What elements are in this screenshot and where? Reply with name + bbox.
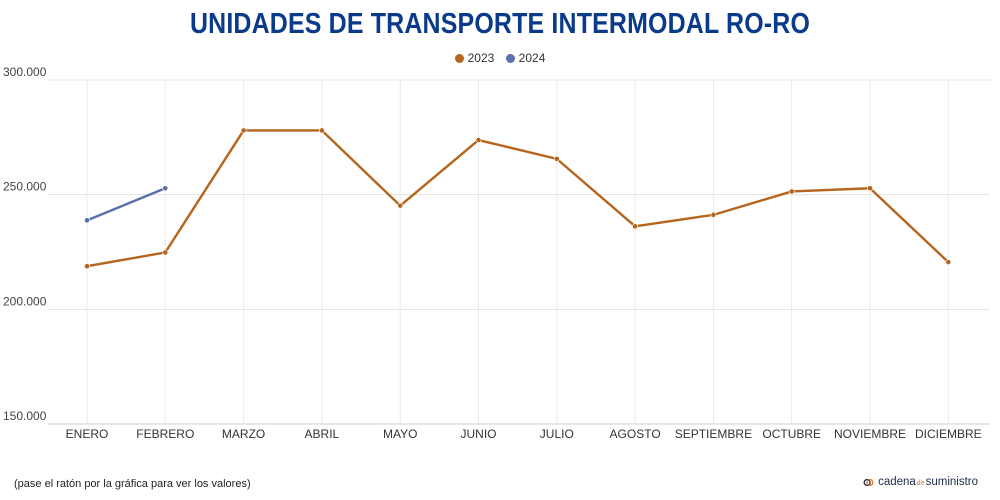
brand-text-part2: de — [916, 479, 925, 487]
chain-link-icon — [863, 478, 874, 486]
data-point-2023[interactable] — [945, 259, 952, 265]
legend-item-2024[interactable]: 2024 — [505, 51, 546, 65]
x-tick-label: MAYO — [383, 427, 417, 441]
data-point-2023[interactable] — [162, 249, 169, 256]
series-line-2024[interactable] — [86, 187, 166, 222]
x-tick-label: MARZO — [222, 427, 265, 441]
x-tick-label: DICIEMBRE — [915, 427, 982, 441]
series-line-2023[interactable] — [86, 129, 950, 268]
data-point-2024[interactable] — [84, 217, 90, 224]
x-tick-label: NOVIEMBRE — [834, 427, 906, 441]
data-point-2023[interactable] — [397, 202, 404, 209]
legend-item-2023[interactable]: 2023 — [454, 51, 495, 65]
y-tick-label: 300.000 — [3, 65, 47, 79]
data-point-2023[interactable] — [475, 137, 482, 143]
x-tick-label: OCTUBRE — [762, 427, 821, 441]
brand-logo: cadena de suministro — [863, 476, 978, 488]
x-tick-label: SEPTIEMBRE — [675, 427, 752, 441]
legend-label-2023: 2023 — [467, 51, 495, 65]
y-tick-label: 250.000 — [3, 180, 47, 194]
x-tick-label: ENERO — [66, 427, 109, 441]
y-tick-label: 200.000 — [3, 294, 47, 308]
brand-text-part3: suministro — [925, 476, 978, 488]
data-point-2023[interactable] — [240, 127, 247, 134]
x-tick-label: ABRIL — [305, 427, 340, 441]
data-point-2023[interactable] — [867, 185, 873, 192]
data-point-2023[interactable] — [632, 223, 638, 230]
data-point-2023[interactable] — [84, 263, 90, 270]
hover-hint: (pase el ratón por la gráfica para ver l… — [14, 478, 251, 490]
legend-label-2024: 2024 — [518, 51, 546, 65]
data-point-2023[interactable] — [788, 188, 795, 195]
x-tick-label: JULIO — [540, 427, 574, 441]
legend-dot-2023 — [454, 53, 464, 63]
chart-title: UNIDADES DE TRANSPORTE INTERMODAL RO-RO — [189, 8, 811, 40]
data-point-2024[interactable] — [162, 185, 169, 192]
data-point-2023[interactable] — [553, 155, 560, 162]
y-tick-label: 150.000 — [3, 409, 47, 423]
legend-dot-2024 — [505, 53, 515, 63]
data-point-2023[interactable] — [318, 127, 325, 134]
chart-legend: 2023 2024 — [0, 51, 1000, 66]
x-tick-label: AGOSTO — [610, 427, 661, 441]
data-point-2023[interactable] — [710, 211, 717, 218]
x-tick-label: JUNIO — [461, 427, 497, 441]
brand-text-part1: cadena — [878, 476, 916, 488]
x-tick-label: FEBRERO — [136, 427, 194, 441]
